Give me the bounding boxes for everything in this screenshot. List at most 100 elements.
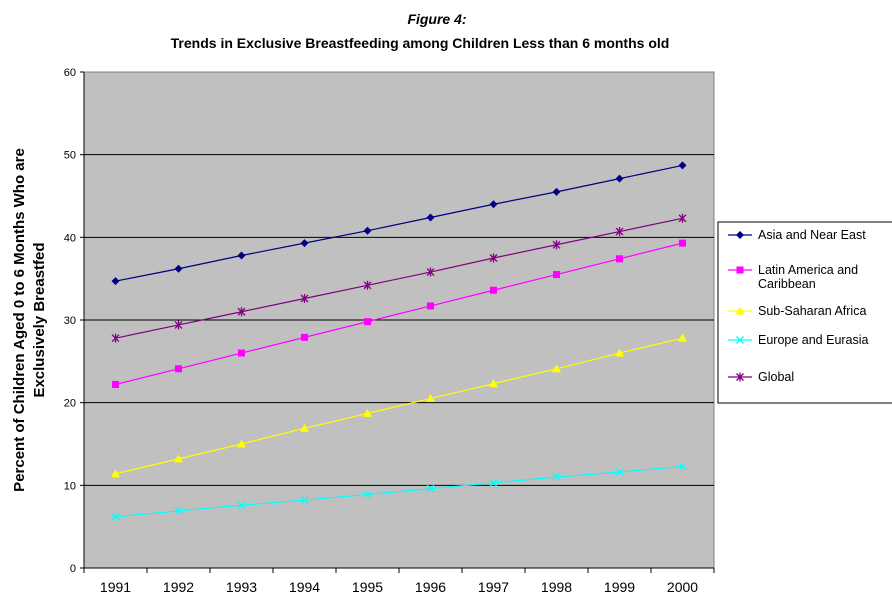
x-tick-label: 1997 (478, 579, 509, 595)
data-point (552, 187, 561, 196)
x-tick-label: 1994 (289, 579, 320, 595)
series-line (115, 337, 683, 475)
marker-stroke (678, 462, 687, 471)
data-point (237, 501, 246, 510)
x-tick-label: 1998 (541, 579, 572, 595)
data-point (174, 264, 183, 273)
data-point (552, 364, 561, 373)
data-point (678, 333, 687, 342)
data-point (174, 507, 183, 515)
legend-item: Europe and Eurasia (728, 333, 869, 347)
data-point (678, 462, 687, 471)
legend-label-cont: Caribbean (758, 277, 816, 291)
data-point (489, 253, 498, 263)
y-tick-label: 10 (64, 480, 76, 492)
series-line (115, 164, 683, 282)
marker-stroke (552, 473, 561, 482)
series-line (115, 465, 683, 518)
x-tick-label: 1992 (163, 579, 194, 595)
x-tick-label: 1999 (604, 579, 635, 595)
data-point (174, 454, 183, 463)
data-point (427, 302, 434, 310)
data-point (490, 286, 497, 294)
data-point (616, 255, 623, 263)
chart-subtitle: Trends in Exclusive Breastfeeding among … (171, 35, 670, 51)
legend-label: Asia and Near East (758, 228, 866, 242)
marker-stroke (489, 478, 498, 487)
data-point (679, 239, 686, 247)
series-sub-saharan-africa (111, 333, 687, 478)
y-tick-label: 60 (64, 67, 76, 79)
data-point (363, 490, 372, 499)
marker-stroke (426, 484, 435, 493)
data-point (363, 226, 372, 235)
data-point (426, 213, 435, 222)
data-point (615, 348, 624, 357)
series-europe-and-eurasia (111, 462, 687, 521)
legend-label: Europe and Eurasia (758, 333, 869, 347)
data-point (300, 496, 309, 505)
marker-stroke (363, 490, 372, 499)
data-point (174, 320, 183, 330)
data-point (363, 408, 372, 417)
x-tick-label: 2000 (667, 579, 698, 595)
series-global (111, 213, 687, 343)
data-point (237, 307, 246, 317)
legend-swatch-marker (736, 336, 744, 344)
data-point (300, 423, 309, 432)
data-point (300, 294, 309, 304)
legend-label: Sub-Saharan Africa (758, 304, 866, 318)
legend-item: Global (728, 370, 794, 384)
marker-stroke (300, 496, 309, 505)
data-point (426, 484, 435, 493)
series-line (115, 242, 683, 386)
data-point (112, 380, 119, 388)
legend: Asia and Near East Latin America andCarib… (717, 221, 892, 404)
series-line (115, 217, 683, 339)
data-point (111, 277, 120, 286)
data-point (426, 394, 435, 403)
legend-swatch-marker (736, 372, 744, 382)
data-point (111, 333, 120, 343)
series-asia-and-near-east (111, 161, 687, 286)
x-tick-label: 1991 (100, 579, 131, 595)
x-tick-label: 1993 (226, 579, 257, 595)
data-point (300, 239, 309, 248)
data-point (426, 267, 435, 277)
y-tick-label: 40 (64, 232, 76, 244)
marker-stroke (615, 468, 624, 477)
data-point (237, 439, 246, 448)
marker-stroke (736, 336, 744, 344)
data-point (238, 349, 245, 357)
data-point (615, 468, 624, 477)
data-point (489, 379, 498, 388)
y-axis-label-line2: Exclusively Breastfed (31, 242, 48, 397)
data-point (552, 240, 561, 250)
y-tick-label: 0 (70, 563, 76, 575)
data-point (678, 213, 687, 223)
data-point (678, 161, 687, 170)
data-point (237, 251, 246, 260)
data-point (553, 271, 560, 279)
data-point (111, 512, 120, 521)
data-point (301, 333, 308, 341)
data-point (111, 469, 120, 478)
data-point (552, 473, 561, 482)
data-point (615, 174, 624, 183)
data-point (489, 200, 498, 209)
y-tick-label: 30 (64, 315, 76, 327)
legend-label: Latin America and (758, 263, 858, 277)
y-tick-label: 50 (64, 150, 76, 162)
x-tick-label: 1995 (352, 579, 383, 595)
data-point (489, 478, 498, 487)
series-latin-america-and-caribbean (112, 239, 686, 388)
chart-title: Figure 4: (407, 11, 466, 27)
legend-item: Sub-Saharan Africa (728, 304, 866, 318)
data-point (364, 318, 371, 326)
data-point (363, 280, 372, 290)
legend-swatch-marker (736, 231, 744, 239)
y-axis-label-line1: Percent of Children Aged 0 to 6 Months W… (11, 148, 28, 492)
marker-stroke (237, 501, 246, 510)
